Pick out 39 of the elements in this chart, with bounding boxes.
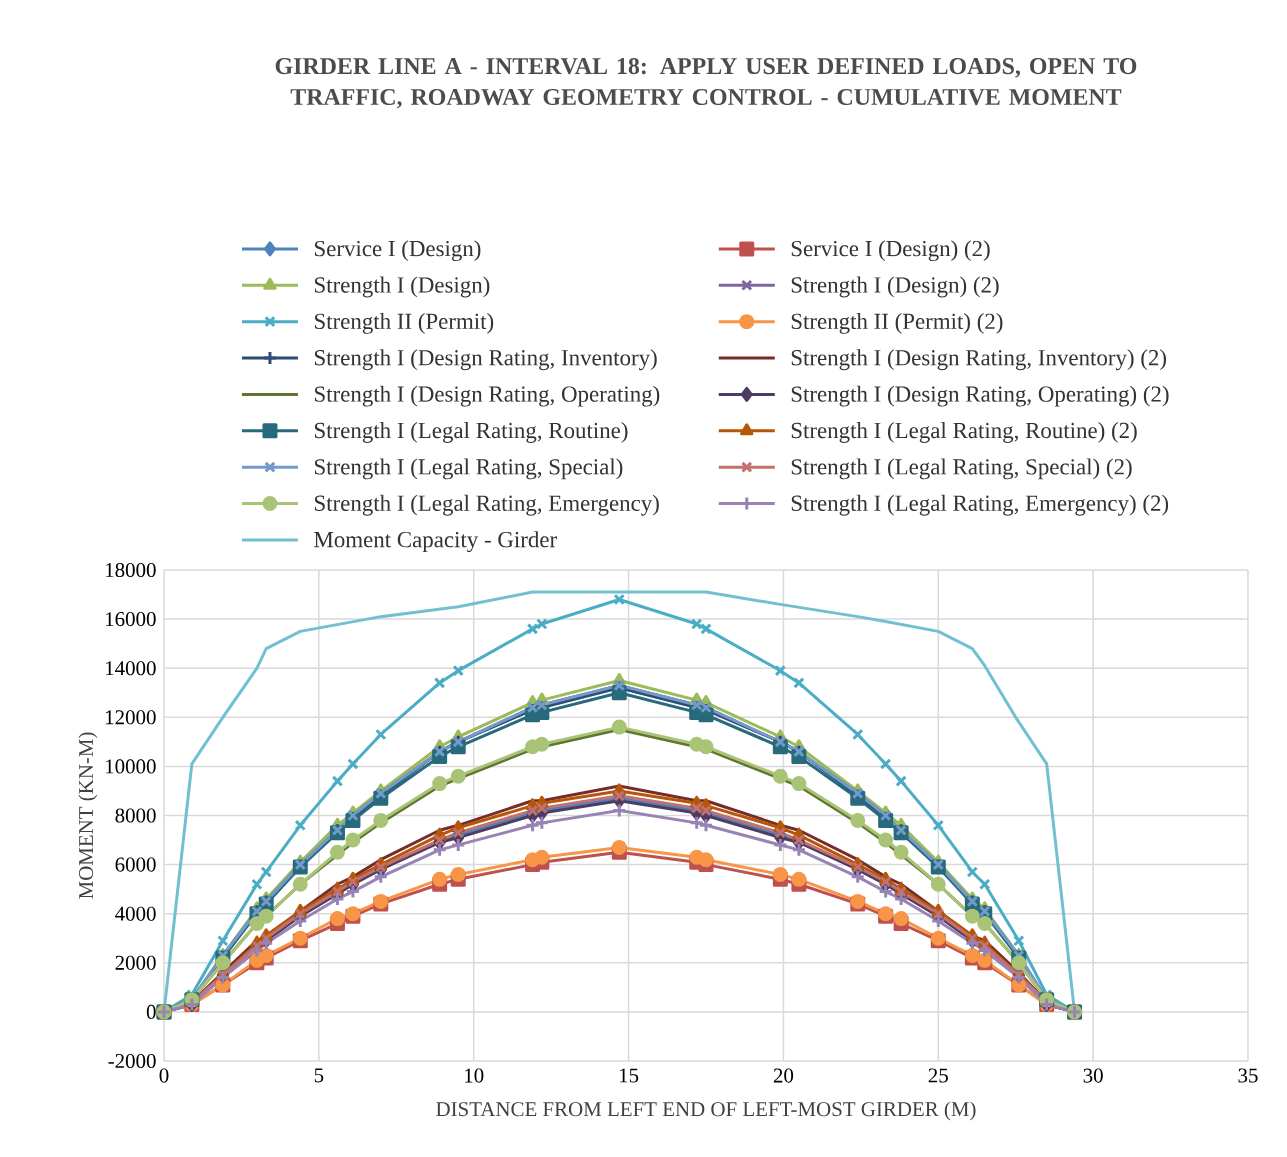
y-tick-label: 16000: [106, 612, 156, 627]
y-tick-label: 12000: [106, 710, 156, 725]
legend-label: Strength I (Design Rating, Operating) (2): [791, 385, 1169, 407]
x-tick-label: 15: [619, 1068, 639, 1083]
legend-label: Strength I (Design) (2): [791, 276, 999, 298]
legend-label: Moment Capacity - Girder: [314, 531, 557, 553]
legend-label: Strength I (Design Rating, Inventory) (2): [791, 349, 1166, 371]
x-tick-label: 30: [1083, 1068, 1103, 1083]
y-tick-label: 2000: [115, 955, 156, 970]
y-tick-label: 6000: [115, 857, 156, 872]
legend-label: Strength I (Legal Rating, Emergency) (2): [791, 494, 1169, 516]
legend-label: Strength II (Permit) (2): [791, 312, 1003, 334]
y-axis-title: MOMENT (KN-M): [78, 732, 98, 899]
legend-label: Strength I (Legal Rating, Special): [314, 458, 623, 480]
y-tick-label: 18000: [106, 562, 156, 578]
legend-label: Strength II (Permit): [314, 312, 494, 334]
x-tick-label: 25: [928, 1068, 948, 1083]
x-tick-label: 0: [159, 1068, 169, 1083]
x-axis-title: DISTANCE FROM LEFT END OF LEFT-MOST GIRDER (M): [436, 1101, 976, 1121]
legend-label: Service I (Design): [314, 240, 481, 262]
legend-label: Strength I (Design Rating, Inventory): [314, 349, 657, 371]
y-tick-label: -2000: [108, 1053, 156, 1069]
y-tick-label: 4000: [115, 906, 156, 921]
legend-label: Strength I (Legal Rating, Emergency): [314, 494, 659, 516]
y-tick-label: 0: [146, 1004, 156, 1019]
x-tick-label: 35: [1238, 1068, 1258, 1083]
y-tick-label: 8000: [115, 808, 156, 823]
legend-label: Strength I (Legal Rating, Routine) (2): [791, 422, 1137, 443]
legend-label: Service I (Design) (2): [791, 240, 990, 262]
x-tick-label: 10: [465, 1068, 484, 1083]
x-tick-label: 5: [314, 1068, 324, 1083]
legend-label: Strength I (Legal Rating, Routine): [314, 422, 628, 443]
y-tick-label: 14000: [106, 661, 156, 676]
chart-title: GIRDER LINE A - INTERVAL 18: APPLY USER DEFINED LOADS, OPEN TO TRAFFIC, ROADWAY GEOMETRY CONTROL - CUMULATIVE MOMENT: [275, 58, 1137, 109]
legend-label: Strength I (Design Rating, Operating): [314, 385, 660, 407]
legend-label: Strength I (Design): [314, 276, 490, 298]
x-tick-label: 20: [773, 1068, 794, 1083]
legend-label: Strength I (Legal Rating, Special) (2): [791, 458, 1132, 480]
y-tick-label: 10000: [106, 759, 156, 774]
